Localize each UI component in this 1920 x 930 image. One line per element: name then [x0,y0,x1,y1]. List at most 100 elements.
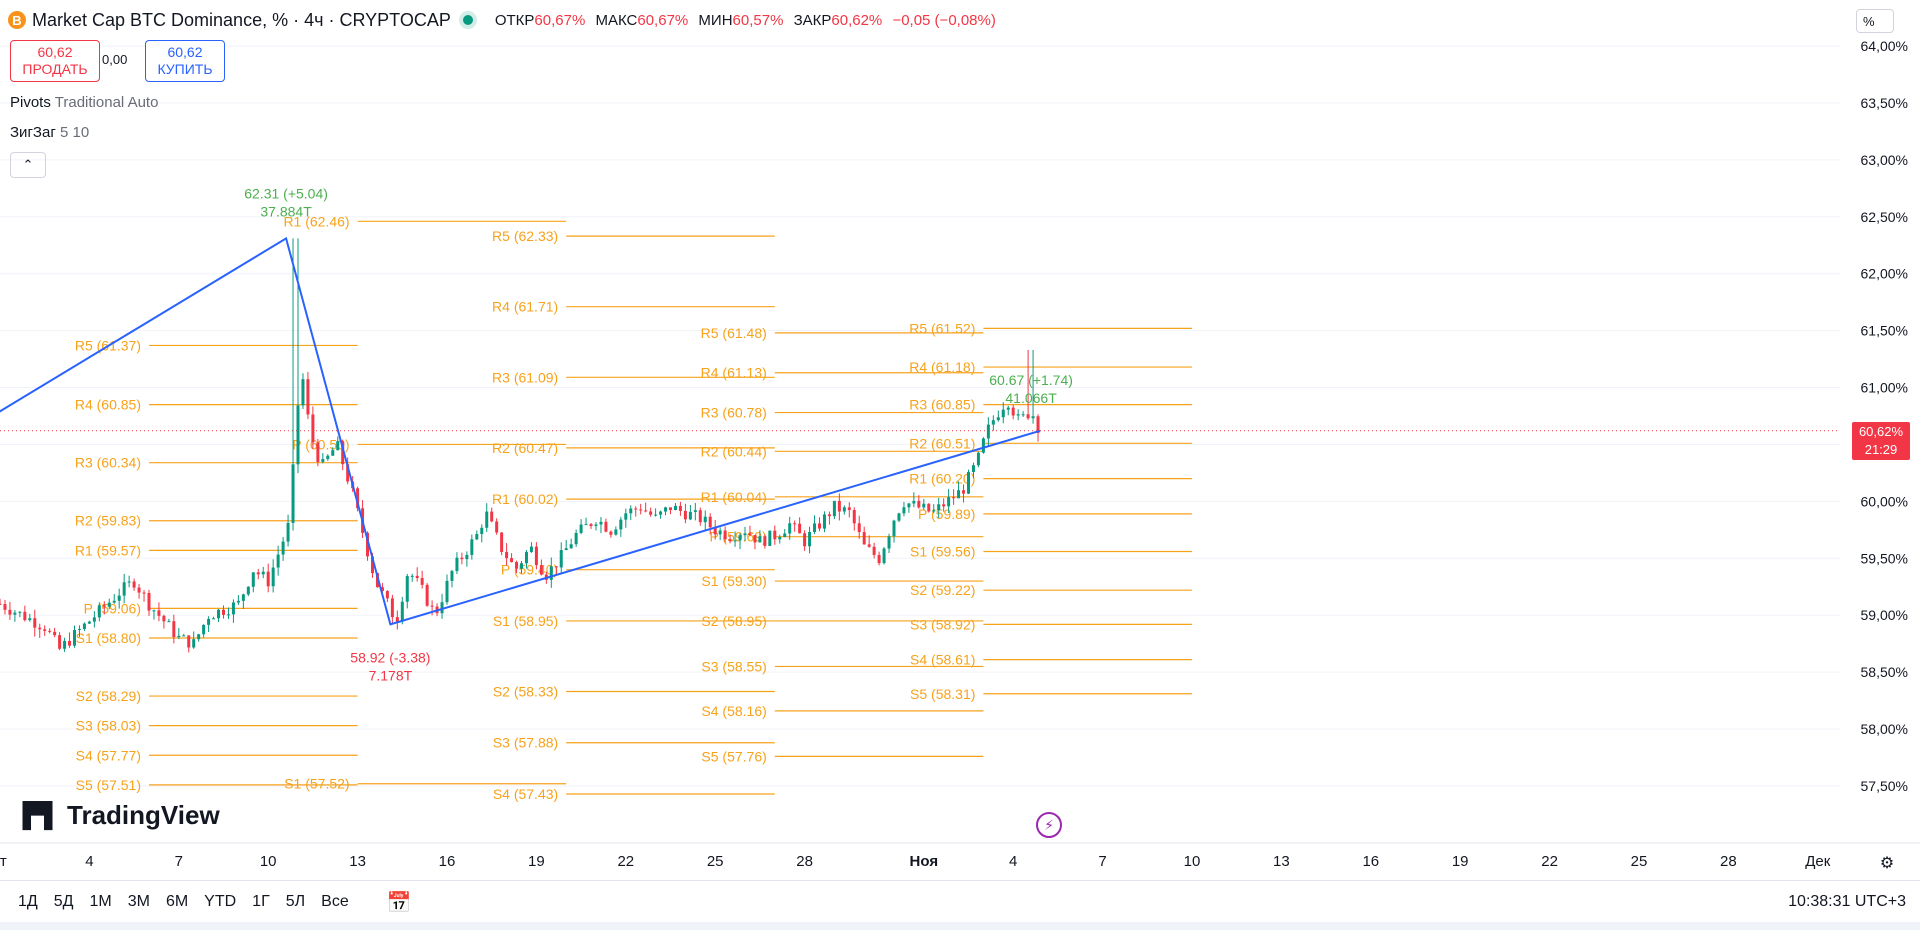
candle-body [549,566,553,580]
candle-body [862,532,866,545]
y-tick-label: 61,00% [1861,380,1908,396]
candle-body [480,527,484,535]
indicator-zigzag[interactable]: ЗигЗаг 5 10 [10,124,90,141]
candle-body [1001,409,1005,418]
candle-body [967,472,970,494]
range-1m-button[interactable]: 1М [89,893,112,910]
indicator-pivots[interactable]: Pivots Traditional Auto [10,94,159,111]
price-chart[interactable]: 57,50%58,00%58,50%59,00%59,50%60,00%60,5… [0,0,1920,880]
x-tick-label: 16 [1362,853,1379,870]
candle-body [296,405,300,465]
pivot-level-label: P (60.50) [292,436,349,452]
tradingview-mark-icon: ▐▀▌ [14,801,61,829]
y-tick-label: 58,00% [1861,721,1908,737]
zigzag-label: 41.066T [1005,390,1057,406]
candle-body [832,500,836,517]
symbol-title[interactable]: Market Cap BTC Dominance, % · 4ч · CRYPT… [32,9,451,30]
candle-body [326,455,330,460]
candle-body [763,536,767,546]
candle-body [927,503,931,512]
pivot-level-label: R2 (60.51) [909,435,975,451]
candle-body [33,618,37,628]
zigzag-line [0,236,1041,626]
candle-body [798,523,802,534]
candle-body [18,611,22,613]
pivot-level-label: P (59.40) [501,562,558,578]
candle-body [167,621,171,623]
candle-body [813,523,817,533]
candle-body [207,618,211,625]
scale-mode-button[interactable]: % [1856,9,1894,33]
candle-body [748,533,752,536]
range-1d-button[interactable]: 1Д [18,893,38,910]
candle-body [107,602,111,607]
candle-body [788,523,792,534]
calendar-icon[interactable]: 📅 [386,891,412,914]
y-tick-label: 62,00% [1861,266,1908,282]
pivot-level-label: S5 (57.76) [701,748,766,764]
range-all-button[interactable]: Все [321,893,349,910]
candle-body [529,546,533,553]
candle-body [306,379,310,415]
candle-body [102,605,106,607]
candle-body [455,557,459,572]
pivot-level-label: R5 (61.48) [701,325,767,341]
x-tick-label: Дек [1805,853,1831,870]
candle-body [485,511,489,528]
pivot-level-label: P (59.69) [709,529,766,545]
collapse-indicators-button[interactable]: ⌃ [10,152,46,178]
settings-icon[interactable]: ⚙ [1880,855,1894,872]
pivot-level-label: R4 (60.85) [75,397,141,413]
candle-body [142,592,146,594]
candle-body [28,618,32,621]
pivot-level-label: R2 (60.44) [701,443,767,459]
candle-body [743,533,747,536]
range-ytd-button[interactable]: YTD [204,893,237,910]
x-tick-label: 7 [175,853,183,870]
chevron-up-icon: ⌃ [22,157,34,172]
market-status-icon [462,15,473,25]
candle-body [271,567,275,587]
range-3m-button[interactable]: 3М [127,893,150,910]
candle-body [371,556,374,574]
candle-body [286,522,290,542]
pivot-level-label: S1 (59.30) [701,573,766,589]
sell-button[interactable]: 60,62 ПРОДАТЬ [10,40,100,82]
candle-body [842,507,846,512]
y-tick-label: 63,00% [1861,152,1908,168]
candle-body [187,635,191,648]
range-1y-button[interactable]: 1Г [252,893,270,910]
candle-body [415,575,419,579]
lightning-icon[interactable]: ⚡ [1036,812,1062,838]
y-tick-label: 64,00% [1861,38,1908,54]
candle-body [385,591,389,599]
candle-body [952,497,956,499]
x-tick-label: 13 [349,853,366,870]
bottom-toolbar: 1Д 5Д 1М 3М 6М YTD 1Г 5Л Все 📅 10:38:31 … [0,880,1920,923]
tradingview-logo[interactable]: ▐▀▌ TradingView [14,800,220,830]
buy-button[interactable]: 60,62 КУПИТЬ [145,40,225,82]
x-tick-label: 10 [260,853,277,870]
x-tick-label: 10 [1184,853,1201,870]
candle-body [356,488,360,509]
pivot-level-label: R3 (60.78) [701,405,767,421]
pivot-level-label: R2 (60.47) [492,440,558,456]
candle-body [1031,416,1035,419]
candle-body [902,507,906,514]
pivot-level-label: S1 (59.56) [910,543,975,559]
range-5y-button[interactable]: 5Л [285,893,306,910]
pivot-level-label: S5 (58.31) [910,686,975,702]
range-5d-button[interactable]: 5Д [53,893,74,910]
pivot-level-label: R5 (61.52) [909,320,975,336]
range-6m-button[interactable]: 6М [165,893,189,910]
candle-body [713,527,717,535]
candle-body [505,551,509,559]
clock[interactable]: 10:38:31 UTC+3 [1788,893,1906,910]
candle-body [599,521,603,525]
candle-body [63,640,67,649]
candle-body [584,524,588,526]
y-tick-label: 59,50% [1861,550,1908,566]
pivot-level-label: R1 (60.04) [701,489,767,505]
candle-body [1036,416,1040,434]
bottom-strip [0,922,1920,930]
